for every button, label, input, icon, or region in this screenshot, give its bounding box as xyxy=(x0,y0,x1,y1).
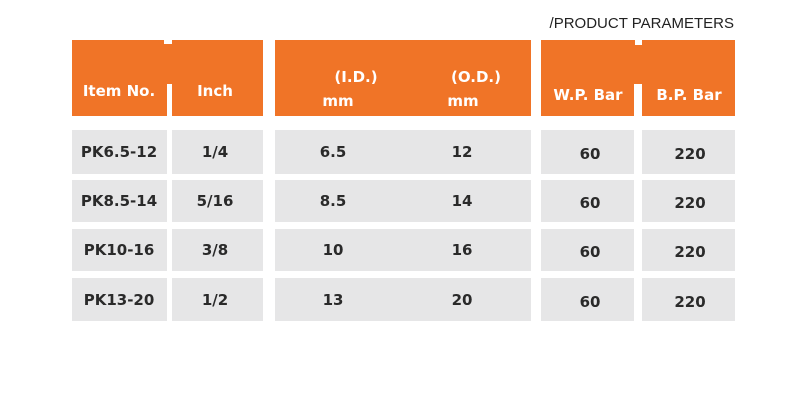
cell-text: 5/16 xyxy=(196,192,234,210)
row-cell xyxy=(72,130,167,174)
cell-text: 60 xyxy=(579,145,601,163)
cell-text: PK10-16 xyxy=(83,241,155,259)
cell-text: 14 xyxy=(451,192,473,210)
row-cell xyxy=(275,130,531,174)
cell-text: 1/2 xyxy=(201,290,229,309)
row-cell xyxy=(541,180,634,222)
row-cell xyxy=(72,278,167,321)
cell-text: PK8.5-14 xyxy=(80,192,158,210)
cell-text: 16 xyxy=(451,241,473,259)
row-cell xyxy=(541,130,634,174)
row-cell xyxy=(172,180,263,222)
cell-text: 60 xyxy=(579,194,601,212)
row-cell xyxy=(275,229,531,271)
section-title: /PRODUCT PARAMETERS xyxy=(549,15,734,32)
row-cell xyxy=(275,180,531,222)
cell-text: 220 xyxy=(674,194,706,212)
header-notch xyxy=(635,40,642,45)
column-header: (O.D.) xyxy=(451,68,501,86)
row-cell xyxy=(642,130,735,174)
cell-text: PK13-20 xyxy=(83,290,155,309)
cell-text: 60 xyxy=(579,243,601,261)
column-header: (I.D.) xyxy=(334,68,378,86)
row-cell xyxy=(172,278,263,321)
row-cell xyxy=(72,229,167,271)
row-cell xyxy=(172,229,263,271)
column-header: B.P. Bar xyxy=(656,86,722,104)
cell-text: 12 xyxy=(451,143,473,161)
header-gap xyxy=(167,84,172,116)
column-header: W.P. Bar xyxy=(553,86,623,104)
cell-text: 8.5 xyxy=(319,192,347,210)
header-gap xyxy=(634,84,642,116)
row-cell xyxy=(642,278,735,321)
column-header: Item No. xyxy=(82,82,156,100)
row-cell xyxy=(275,278,531,321)
cell-text: 220 xyxy=(674,292,706,311)
cell-text: 3/8 xyxy=(201,241,229,259)
cell-text: 220 xyxy=(674,145,706,163)
row-cell xyxy=(72,180,167,222)
cell-text: 1/4 xyxy=(201,143,229,161)
row-cell xyxy=(172,130,263,174)
cell-text: 220 xyxy=(674,243,706,261)
row-cell xyxy=(642,229,735,271)
row-cell xyxy=(642,180,735,222)
cell-text: 6.5 xyxy=(319,143,347,161)
cell-text: 60 xyxy=(579,292,601,311)
cell-text: 13 xyxy=(322,290,344,309)
column-header: Inch xyxy=(197,82,233,100)
cell-text: PK6.5-12 xyxy=(80,143,158,161)
cell-text: 20 xyxy=(451,290,473,309)
header-block xyxy=(275,40,531,116)
column-unit: mm xyxy=(447,92,479,110)
column-unit: mm xyxy=(322,92,354,110)
cell-text: 10 xyxy=(322,241,344,259)
row-cell xyxy=(541,278,634,321)
header-notch xyxy=(164,40,172,44)
row-cell xyxy=(541,229,634,271)
